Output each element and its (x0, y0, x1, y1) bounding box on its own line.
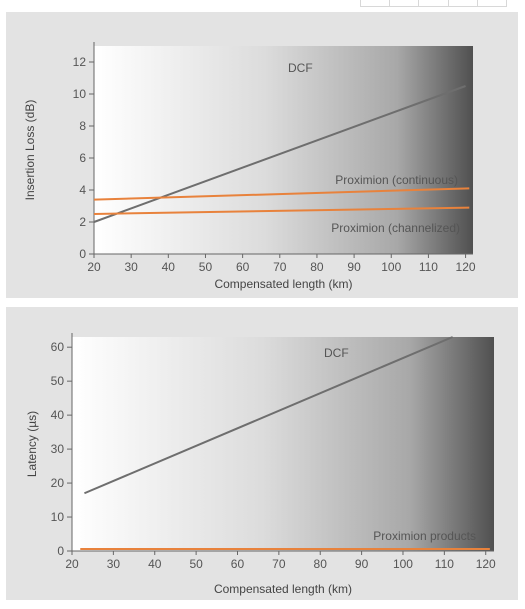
y-axis-label: Latency (µs) (25, 411, 39, 477)
y-tick-label: 12 (73, 55, 87, 69)
y-tick-label: 40 (51, 408, 65, 422)
table-cell (419, 0, 449, 6)
x-tick-label: 20 (65, 557, 79, 571)
latency-series-line-dcf (84, 336, 454, 495)
x-tick-label: 50 (189, 557, 203, 571)
y-axis-label: Insertion Loss (dB) (23, 100, 37, 201)
latency-chart-panel: 0 10 20 30 40 50 60 20 30 40 50 60 70 80 90 100 110 120 Co… (6, 307, 518, 600)
insertion-loss-chart-panel: 0 2 4 6 8 10 12 20 30 40 50 60 70 80 90 100 110 120 Compen… (6, 12, 518, 298)
x-tick-label: 30 (124, 260, 138, 274)
latency-chart: 0 10 20 30 40 50 60 20 30 40 50 60 70 80 90 100 110 120 Co… (25, 333, 496, 596)
x-tick-label: 90 (355, 557, 369, 571)
x-tick-label: 40 (162, 260, 176, 274)
x-tick-label: 70 (273, 260, 287, 274)
y-tick-label: 10 (51, 510, 65, 524)
table-cell (361, 0, 391, 6)
insertion-loss-chart: 0 2 4 6 8 10 12 20 30 40 50 60 70 80 90 100 110 120 Compen… (23, 42, 476, 291)
y-tick-label: 50 (51, 374, 65, 388)
y-tick-label: 30 (51, 442, 65, 456)
x-tick-label: 20 (87, 260, 101, 274)
latency-series-label-proximion-products: Proximion products (373, 529, 476, 543)
loss-series-line-dcf (93, 85, 466, 223)
x-tick-label: 90 (347, 260, 361, 274)
table-fragment (360, 0, 507, 7)
loss-series-label-proximion-channelized: Proximion (channelized) (331, 221, 460, 235)
x-tick-label: 60 (231, 557, 245, 571)
x-tick-label: 30 (107, 557, 121, 571)
y-tick-label: 0 (57, 544, 64, 558)
table-cell (478, 0, 506, 6)
loss-series-label-dcf: DCF (288, 61, 313, 75)
x-tick-label: 50 (199, 260, 213, 274)
plot-area (72, 337, 494, 551)
x-tick-label: 80 (310, 260, 324, 274)
y-tick-label: 2 (79, 215, 86, 229)
table-cell (390, 0, 420, 6)
loss-series-line-proximion-channelized (93, 206, 470, 215)
x-tick-label: 120 (456, 260, 476, 274)
plot-area (94, 46, 473, 254)
y-tick-label: 8 (79, 119, 86, 133)
x-tick-label: 60 (236, 260, 250, 274)
x-tick-label: 100 (393, 557, 413, 571)
y-tick-label: 0 (79, 247, 86, 261)
x-axis-label: Compensated length (km) (214, 582, 352, 596)
y-tick-label: 60 (51, 340, 65, 354)
x-tick-label: 110 (435, 557, 454, 571)
loss-series-label-proximion-continuous: Proximion (continuous) (335, 173, 458, 187)
table-cell (449, 0, 478, 6)
x-tick-label: 40 (148, 557, 162, 571)
y-tick-label: 10 (73, 87, 87, 101)
y-tick-label: 4 (79, 183, 86, 197)
x-tick-label: 120 (476, 557, 496, 571)
x-tick-label: 100 (381, 260, 401, 274)
x-tick-label: 70 (272, 557, 286, 571)
x-tick-label: 80 (314, 557, 328, 571)
x-axis-label: Compensated length (km) (214, 277, 352, 291)
y-tick-label: 6 (79, 151, 86, 165)
latency-series-label-dcf: DCF (324, 346, 349, 360)
y-tick-label: 20 (51, 476, 65, 490)
x-tick-label: 110 (419, 260, 438, 274)
loss-series-line-proximion-continuous (93, 187, 470, 201)
